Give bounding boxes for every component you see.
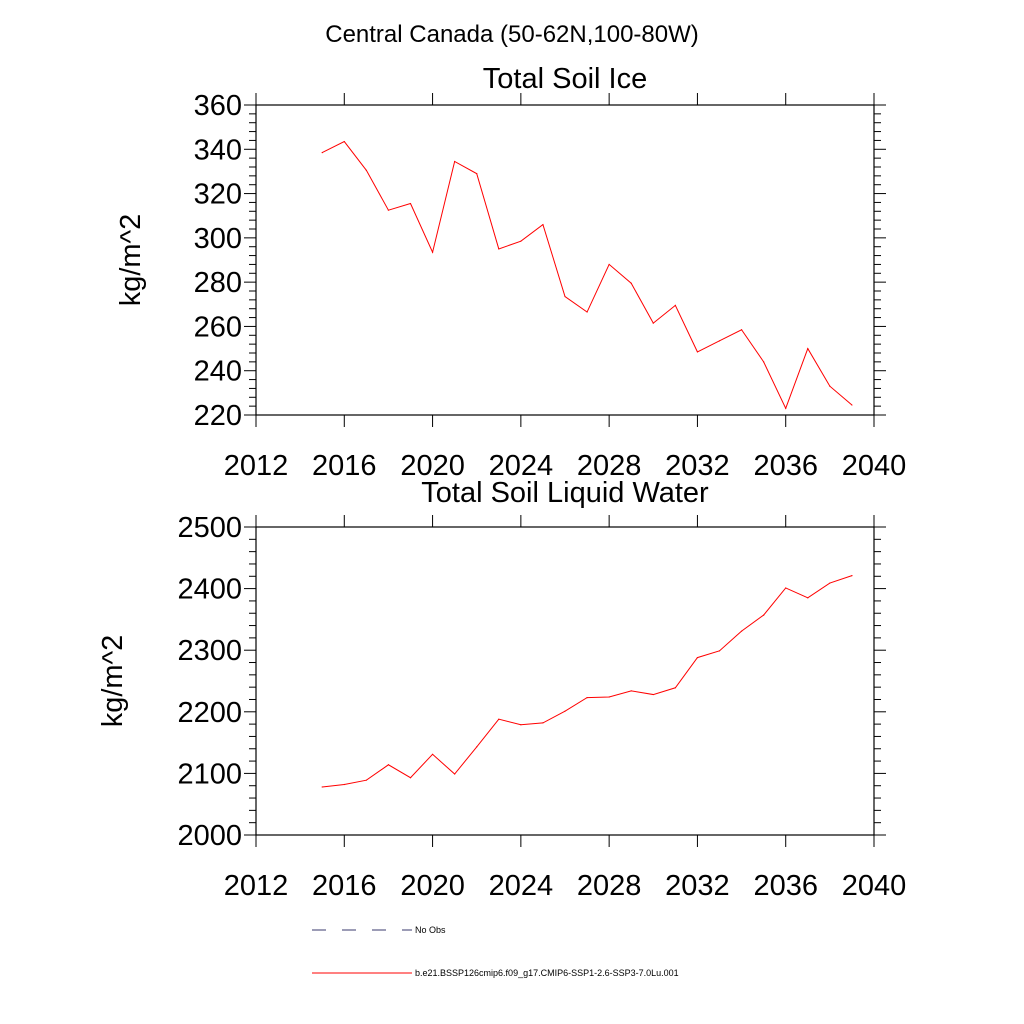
y-tick-label: 2500 <box>177 512 242 544</box>
data-point <box>387 209 390 211</box>
series-line <box>322 575 853 788</box>
legend-label: No Obs <box>415 925 446 935</box>
data-point <box>851 575 853 577</box>
data-point <box>409 777 412 779</box>
data-point <box>740 329 743 331</box>
axis-ticks <box>244 515 886 847</box>
panel-title: Total Soil Liquid Water <box>421 477 709 509</box>
data-point <box>476 746 478 748</box>
data-point <box>785 407 787 409</box>
x-tick-label: 2028 <box>577 870 642 902</box>
x-tick-label: 2036 <box>753 870 818 902</box>
data-point <box>851 404 853 406</box>
data-point <box>564 710 566 712</box>
y-tick-label: 240 <box>194 356 242 388</box>
data-point <box>674 687 676 689</box>
data-point <box>542 722 544 724</box>
x-tick-label: 2028 <box>577 450 642 482</box>
y-tick-label: 2000 <box>177 820 242 852</box>
x-tick-label: 2020 <box>400 870 465 902</box>
data-point <box>696 351 699 353</box>
data-point <box>365 779 367 781</box>
x-tick-label: 2040 <box>842 450 907 482</box>
data-point <box>586 697 588 699</box>
data-point <box>343 140 345 143</box>
data-point <box>630 690 632 692</box>
x-tick-label: 2016 <box>312 870 377 902</box>
y-tick-label: 2400 <box>177 574 242 606</box>
data-point <box>652 693 654 696</box>
x-tick-label: 2024 <box>489 870 554 902</box>
chart-panel-1: Total Soil Ice kg/m^2 220 240 260 280 300 320 34… <box>115 63 906 482</box>
data-point <box>454 160 456 163</box>
data-point <box>431 753 434 755</box>
y-axis-label: kg/m^2 <box>97 635 129 728</box>
data-point <box>807 347 809 350</box>
data-point <box>630 282 632 284</box>
x-tick-label: 2040 <box>842 870 907 902</box>
y-tick-label: 2300 <box>177 635 242 667</box>
y-tick-label: 320 <box>194 179 242 211</box>
x-tick-label: 2012 <box>224 450 289 482</box>
data-point <box>586 311 588 313</box>
data-point <box>763 614 765 616</box>
figure-suptitle: Central Canada (50-62N,100-80W) <box>325 21 699 48</box>
chart-panel-2: Total Soil Liquid Water kg/m^2 2000 2100 220… <box>97 477 906 902</box>
data-point <box>674 304 676 306</box>
data-point <box>696 656 699 659</box>
y-tick-label: 260 <box>194 311 242 343</box>
data-point <box>520 724 522 726</box>
y-tick-label: 2200 <box>177 697 242 729</box>
data-point <box>608 263 610 266</box>
x-tick-label: 2036 <box>753 450 818 482</box>
data-point <box>652 322 654 324</box>
data-point <box>520 240 522 242</box>
y-tick-label: 280 <box>194 267 242 299</box>
x-tick-label: 2032 <box>665 450 730 482</box>
data-point <box>564 295 566 298</box>
plot-frame <box>255 526 875 836</box>
data-point <box>431 251 434 253</box>
axis-ticks <box>244 93 886 427</box>
data-point <box>454 773 456 775</box>
panel-title: Total Soil Ice <box>483 63 647 95</box>
data-point <box>409 202 412 205</box>
data-point <box>476 173 478 175</box>
x-tick-label: 2024 <box>489 450 554 482</box>
data-point <box>763 361 765 363</box>
x-tick-label: 2012 <box>224 870 289 902</box>
y-tick-label: 2100 <box>177 758 242 790</box>
y-tick-label: 340 <box>194 134 242 166</box>
legend-label: b.e21.BSSP126cmip6.f09_g17.CMIP6-SSP1-2.… <box>415 968 679 978</box>
data-point <box>498 248 500 250</box>
data-point <box>498 718 500 720</box>
data-point <box>365 169 367 171</box>
y-axis-label: kg/m^2 <box>115 214 147 307</box>
data-point <box>542 223 544 226</box>
data-point <box>718 340 721 342</box>
series-line <box>321 140 853 410</box>
data-point <box>807 597 809 599</box>
plot-frame <box>255 104 875 416</box>
data-point <box>608 696 610 698</box>
x-tick-label: 2016 <box>312 450 377 482</box>
x-tick-label: 2020 <box>400 450 465 482</box>
data-point <box>829 385 831 387</box>
y-tick-label: 300 <box>194 223 242 255</box>
data-point <box>321 786 323 788</box>
data-point <box>785 587 787 589</box>
data-point <box>321 152 323 154</box>
data-point <box>829 582 831 584</box>
y-tick-label: 360 <box>194 90 242 122</box>
data-point <box>740 630 743 632</box>
data-point <box>718 650 721 652</box>
data-point <box>387 764 390 766</box>
legend: No Obs b.e21.BSSP126cmip6.f09_g17.CMIP6-S… <box>312 925 679 978</box>
x-tick-label: 2032 <box>665 870 730 902</box>
data-point <box>343 783 345 786</box>
y-tick-label: 220 <box>194 400 242 432</box>
